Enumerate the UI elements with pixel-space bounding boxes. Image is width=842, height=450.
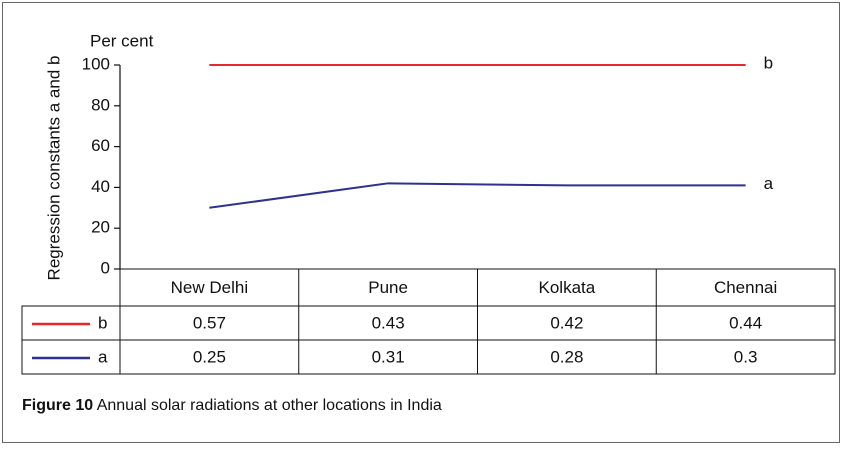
table-cell: 0.3 xyxy=(734,347,758,366)
x-tick-label: Chennai xyxy=(714,278,777,297)
table-cell: 0.57 xyxy=(193,313,226,332)
x-tick-label: New Delhi xyxy=(171,278,248,297)
frame xyxy=(2,2,840,443)
y-axis-label: Regression constants a and b xyxy=(44,56,63,281)
table-cell: 0.28 xyxy=(550,347,583,366)
caption-text: Annual solar radiations at other locatio… xyxy=(97,397,442,414)
series-line xyxy=(209,182,746,209)
series-end-label: b xyxy=(764,53,773,72)
series-end-label: a xyxy=(764,174,774,193)
table-cell: 0.44 xyxy=(729,313,762,332)
y-tick-label: 0 xyxy=(101,258,110,277)
table-cell: 0.42 xyxy=(550,313,583,332)
y-tick-label: 60 xyxy=(91,136,110,155)
x-tick-label: Kolkata xyxy=(539,278,596,297)
table-cell: 0.43 xyxy=(372,313,405,332)
y-tick-label: 100 xyxy=(82,54,110,73)
caption-label: Figure 10 xyxy=(22,397,93,414)
y-tick-label: 80 xyxy=(91,95,110,114)
caption: Figure 10 Annual solar radiations at oth… xyxy=(22,397,442,414)
y-tick-label: 40 xyxy=(91,177,110,196)
y-tick-label: 20 xyxy=(91,218,110,237)
legend-label: a xyxy=(98,347,108,366)
x-tick-label: Pune xyxy=(368,278,408,297)
legend-label: b xyxy=(98,313,107,332)
y-unit: Per cent xyxy=(90,31,154,50)
table-cell: 0.25 xyxy=(193,347,226,366)
table-cell: 0.31 xyxy=(372,347,405,366)
